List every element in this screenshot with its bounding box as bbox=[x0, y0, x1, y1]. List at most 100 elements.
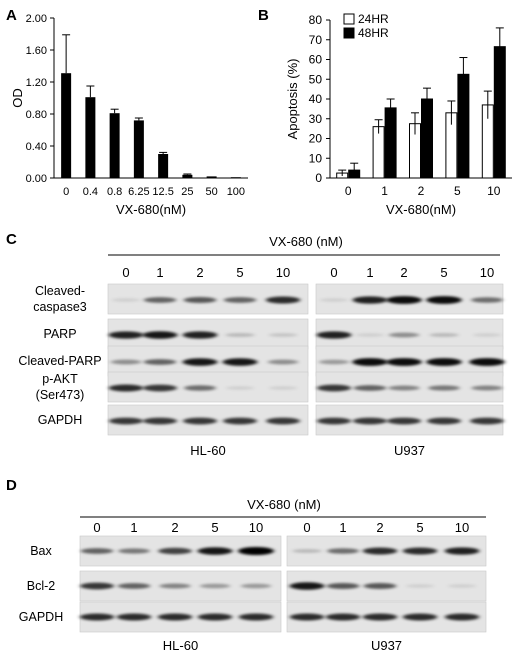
y-tick-label: 2.00 bbox=[26, 13, 47, 25]
bar bbox=[182, 174, 193, 178]
band bbox=[158, 547, 192, 555]
band bbox=[223, 417, 257, 425]
band bbox=[316, 331, 352, 339]
band bbox=[143, 297, 177, 303]
dose-label: 10 bbox=[249, 520, 263, 535]
band bbox=[355, 333, 385, 337]
bar bbox=[85, 97, 96, 178]
band bbox=[362, 547, 398, 555]
band bbox=[386, 296, 422, 304]
panel-a-letter: A bbox=[6, 7, 17, 24]
y-tick-label: 50 bbox=[309, 72, 323, 86]
dose-label: 2 bbox=[376, 520, 383, 535]
bar-48HR bbox=[493, 46, 506, 179]
bar bbox=[61, 73, 72, 178]
y-tick-label: 0.00 bbox=[26, 173, 47, 185]
band bbox=[472, 333, 502, 337]
y-tick-label: 70 bbox=[309, 33, 323, 47]
dose-label: 1 bbox=[130, 520, 137, 535]
row-label: PARP bbox=[43, 327, 76, 341]
band bbox=[111, 298, 141, 302]
band bbox=[352, 358, 388, 366]
dose-label: 1 bbox=[366, 265, 373, 280]
panel-d-treatment: VX-680 (nM) bbox=[247, 497, 321, 512]
x-axis-label: VX-680(nM) bbox=[116, 202, 186, 217]
band bbox=[319, 298, 349, 302]
band bbox=[268, 333, 298, 337]
band bbox=[265, 296, 301, 304]
cell-line-label: HL-60 bbox=[163, 638, 198, 653]
band bbox=[225, 333, 255, 337]
row-label: GAPDH bbox=[38, 413, 82, 427]
band bbox=[267, 359, 299, 365]
band bbox=[143, 359, 177, 365]
x-tick-label: 0 bbox=[345, 184, 352, 198]
band bbox=[238, 547, 274, 555]
panel-c: C VX-680 (nM) 0 1 2 5 10 0 1 2 5 10 Cleaved-caspas… bbox=[6, 231, 505, 458]
panel-d: D VX-680 (nM) 0 1 2 5 10 0 1 2 5 10 Bax Bcl-2 GAPDH H… bbox=[6, 477, 487, 653]
cell-line-label: U937 bbox=[394, 443, 425, 458]
y-tick-label: 80 bbox=[309, 13, 323, 27]
bar bbox=[133, 120, 144, 178]
panel-a-chart: 0.00 0.40 0.80 1.20 1.60 2.00 0 0.4 0.8 6.25 12.5 2… bbox=[10, 13, 248, 217]
dose-label: 5 bbox=[416, 520, 423, 535]
x-tick-label: 2 bbox=[418, 184, 425, 198]
band bbox=[157, 613, 193, 621]
row-label: p-AKT bbox=[42, 372, 78, 386]
y-axis-label: Apoptosis (%) bbox=[285, 59, 300, 140]
dose-label: 1 bbox=[156, 265, 163, 280]
bar bbox=[206, 176, 217, 178]
dose-label: 0 bbox=[303, 520, 310, 535]
band bbox=[447, 584, 477, 588]
y-tick-label: 60 bbox=[309, 53, 323, 67]
band bbox=[268, 386, 298, 390]
legend-swatch bbox=[343, 27, 355, 39]
band bbox=[362, 613, 398, 621]
band bbox=[388, 385, 420, 391]
band bbox=[427, 417, 461, 425]
dose-label: 2 bbox=[400, 265, 407, 280]
band bbox=[292, 549, 322, 553]
bar bbox=[109, 113, 120, 178]
legend-label: 24HR bbox=[358, 12, 389, 26]
bar bbox=[158, 154, 169, 178]
x-tick-label: 0.4 bbox=[83, 186, 98, 198]
band bbox=[353, 385, 387, 391]
band bbox=[79, 613, 115, 621]
band bbox=[143, 384, 177, 392]
legend-label: 48HR bbox=[358, 26, 389, 40]
band bbox=[402, 547, 438, 555]
band bbox=[182, 358, 218, 366]
dose-label: 0 bbox=[122, 265, 129, 280]
band bbox=[183, 417, 217, 425]
dose-label: 5 bbox=[440, 265, 447, 280]
legend-swatch bbox=[343, 13, 355, 25]
band bbox=[225, 386, 255, 390]
panel-a: A 0.00 0.40 0.80 1.20 1.60 2.00 0 0.4 0.8 6.25 12.… bbox=[6, 7, 248, 217]
x-tick-label: 100 bbox=[227, 186, 245, 198]
x-axis-label: VX-680(nM) bbox=[386, 202, 456, 217]
band bbox=[266, 417, 300, 425]
x-tick-label: 5 bbox=[454, 184, 461, 198]
panel-b-letter: B bbox=[258, 7, 269, 24]
band bbox=[326, 583, 360, 589]
dose-label: 0 bbox=[330, 265, 337, 280]
dose-label: 2 bbox=[171, 520, 178, 535]
band bbox=[197, 547, 233, 555]
band bbox=[222, 358, 258, 366]
row-label: caspase3 bbox=[33, 300, 87, 314]
band bbox=[142, 331, 178, 339]
band bbox=[318, 359, 350, 365]
band bbox=[470, 417, 504, 425]
bar bbox=[230, 177, 241, 178]
x-tick-label: 1 bbox=[381, 184, 388, 198]
band bbox=[199, 583, 231, 589]
dose-label: 10 bbox=[276, 265, 290, 280]
x-tick-label: 50 bbox=[206, 186, 218, 198]
band bbox=[444, 547, 480, 555]
y-tick-label: 10 bbox=[309, 151, 323, 165]
x-tick-label: 12.5 bbox=[152, 186, 173, 198]
band bbox=[159, 583, 191, 589]
band bbox=[80, 582, 114, 590]
